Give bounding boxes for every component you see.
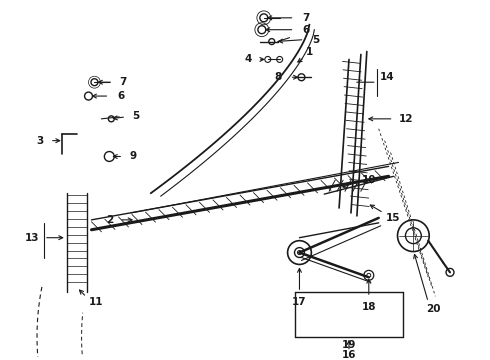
Text: 17: 17: [292, 297, 307, 307]
Text: 7: 7: [303, 13, 310, 23]
Text: 9: 9: [129, 152, 137, 162]
Text: 1: 1: [306, 46, 313, 57]
Text: 16: 16: [342, 350, 356, 360]
Text: 10: 10: [362, 175, 376, 185]
Text: 18: 18: [362, 302, 376, 312]
Text: 14: 14: [379, 72, 394, 82]
Text: 7: 7: [120, 77, 127, 87]
Text: 6: 6: [303, 25, 310, 35]
Circle shape: [367, 273, 371, 277]
Text: 8: 8: [274, 72, 281, 82]
Text: 20: 20: [426, 304, 441, 314]
Text: 5: 5: [132, 111, 140, 121]
Text: 15: 15: [386, 213, 401, 223]
Text: 3: 3: [36, 136, 44, 146]
Text: 12: 12: [399, 114, 414, 124]
Text: 4: 4: [245, 54, 252, 64]
Circle shape: [297, 251, 301, 255]
Text: 13: 13: [25, 233, 39, 243]
Text: 2: 2: [106, 215, 113, 225]
Text: 5: 5: [312, 35, 319, 45]
Text: 6: 6: [118, 91, 125, 101]
Text: 11: 11: [89, 297, 104, 307]
Text: 19: 19: [342, 339, 356, 350]
